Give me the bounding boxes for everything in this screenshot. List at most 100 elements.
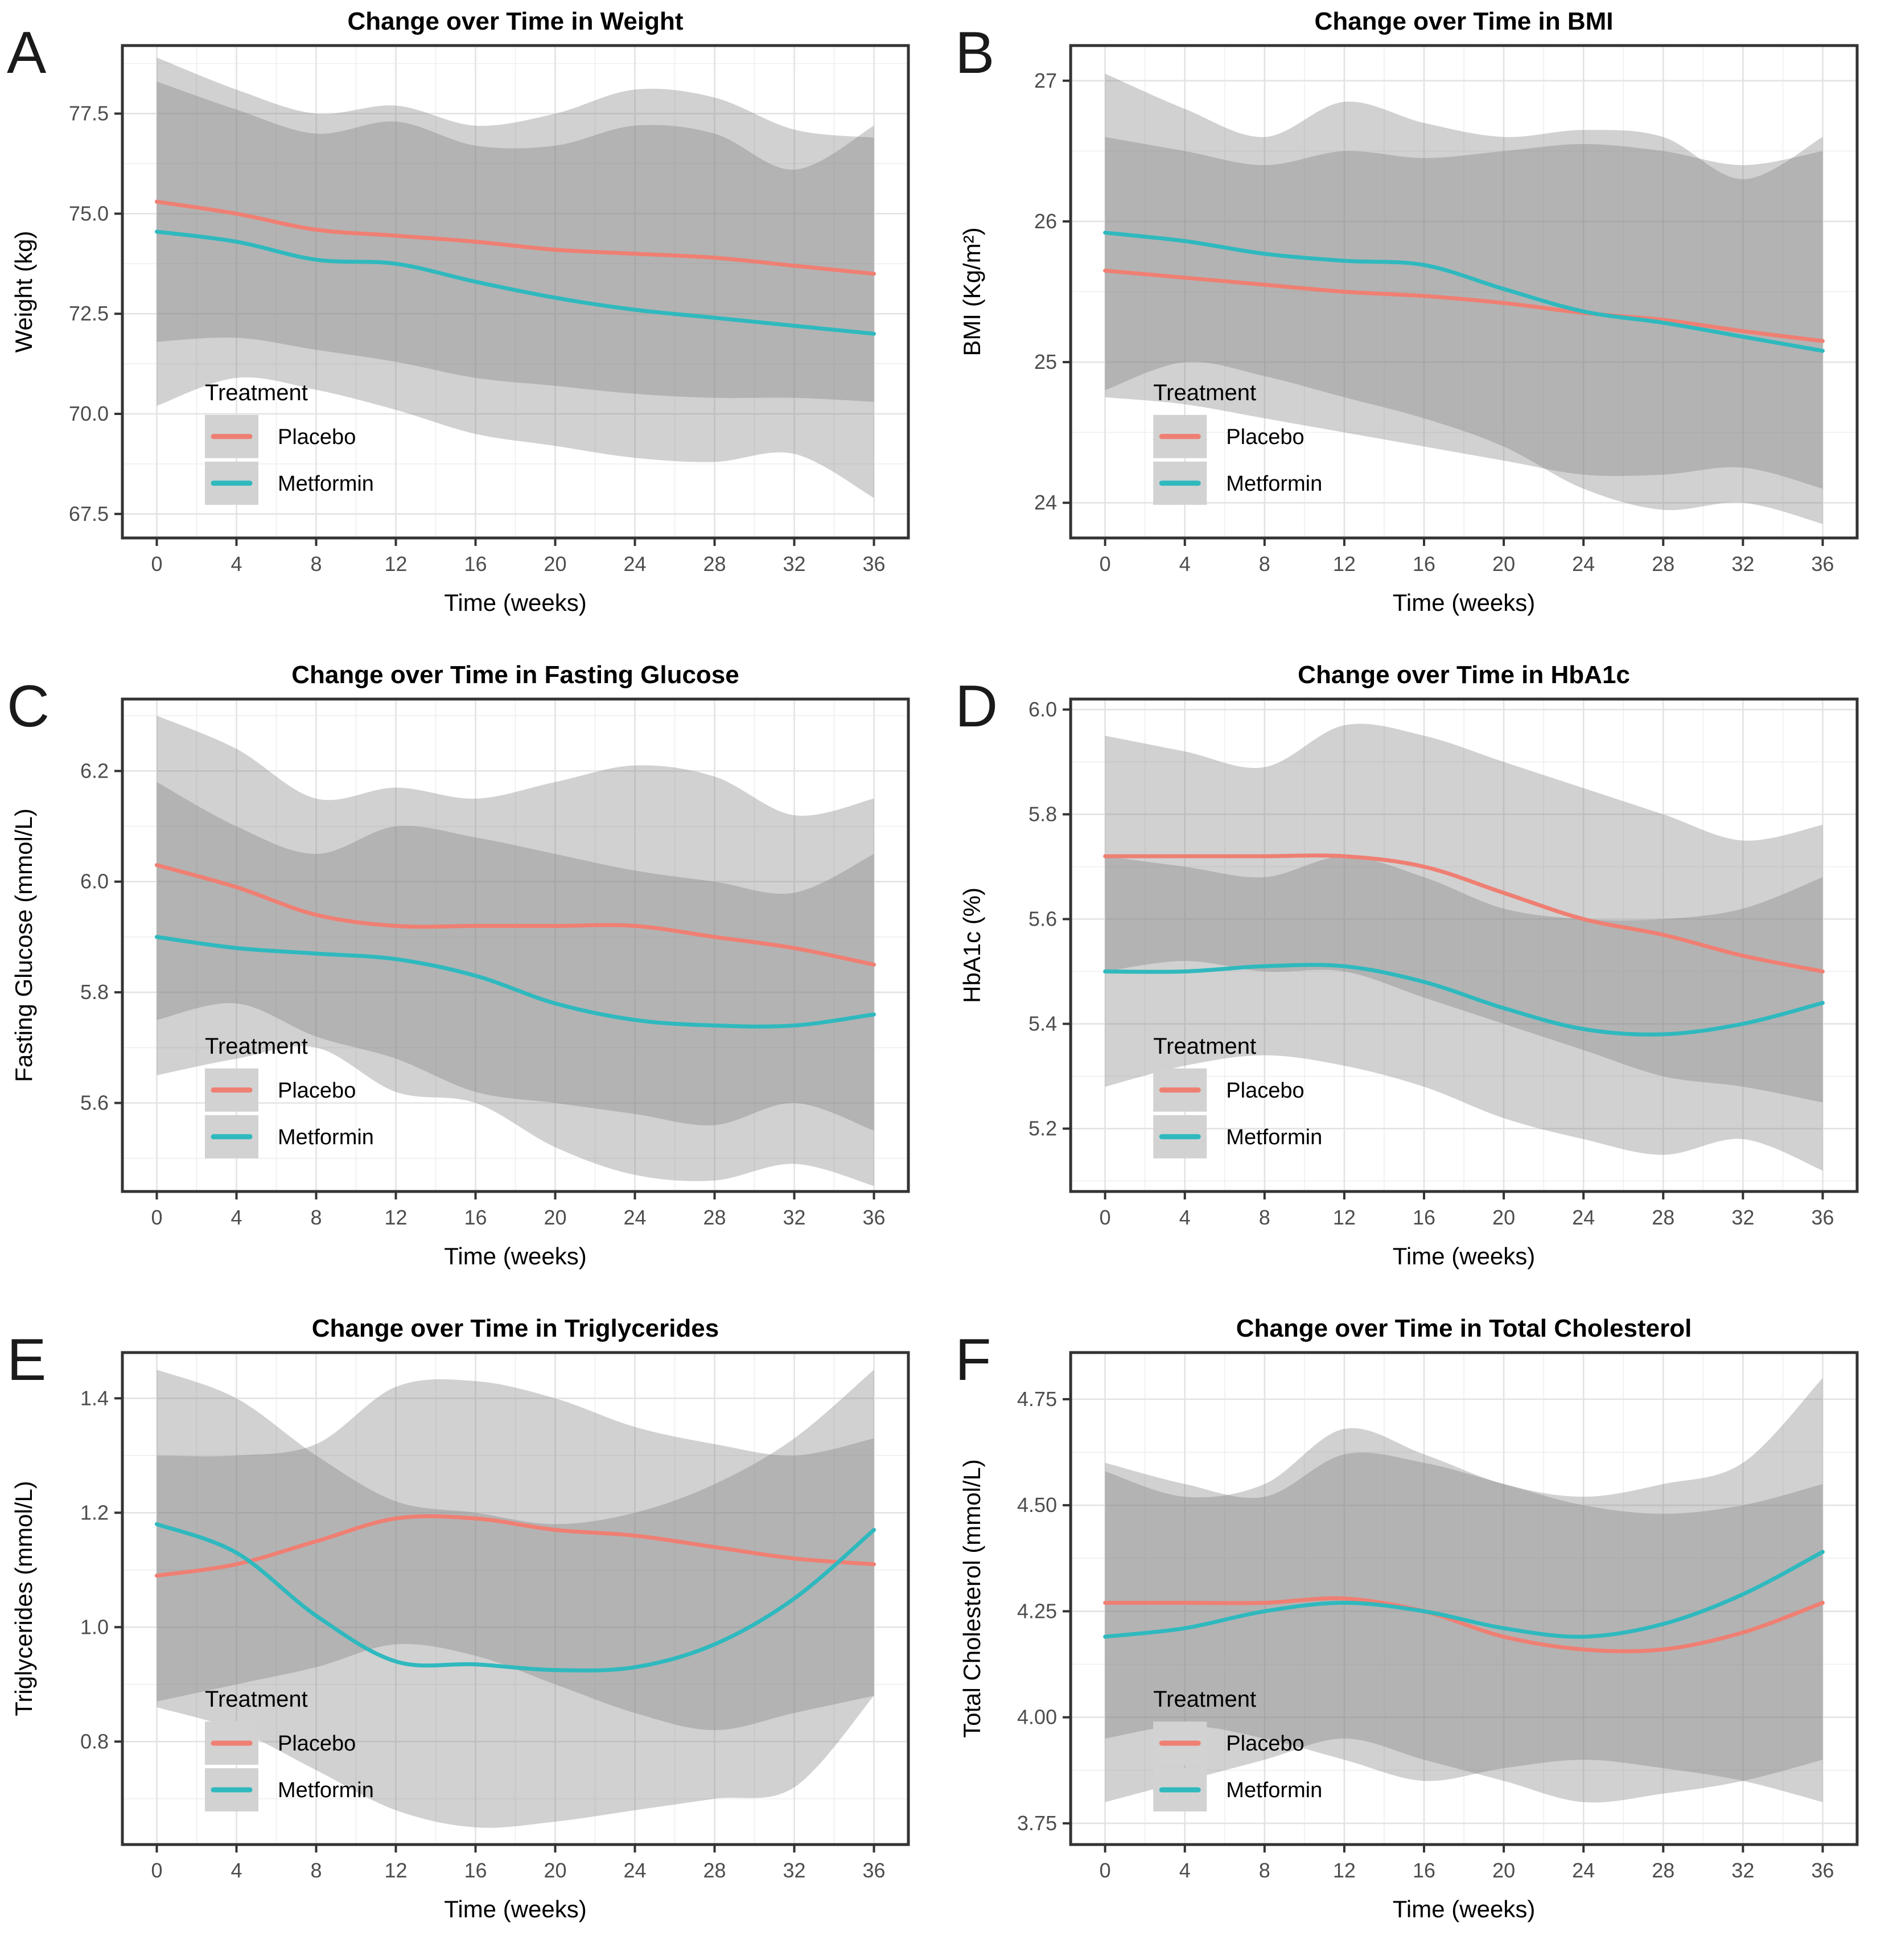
panel-border xyxy=(1069,1351,1859,1846)
trend-line-metformin xyxy=(1103,231,1825,353)
chart-weight: 0 4 8 12 16 20 24 28 32 36 67.5 70.0 72.5 75.0 77.5 Cha… xyxy=(0,0,948,654)
y-tick-label: 77.5 xyxy=(69,102,109,125)
y-axis-label: Fasting Glucose (mmol/L) xyxy=(10,808,37,1082)
y-tick-label: 5.8 xyxy=(80,980,109,1004)
x-tick-label: 28 xyxy=(703,1206,726,1229)
x-tick-label: 8 xyxy=(1259,552,1270,576)
trend-line-placebo xyxy=(155,1514,876,1578)
y-tick-label: 6.0 xyxy=(1028,697,1057,721)
trend-line-metformin xyxy=(155,1522,876,1673)
panel-letter: E xyxy=(7,1327,46,1393)
panel-title: Change over Time in Weight xyxy=(347,7,683,35)
y-axis-label: Triglycerides (mmol/L) xyxy=(10,1481,37,1716)
x-tick-label: 36 xyxy=(1811,1859,1834,1882)
x-tick-label: 12 xyxy=(1333,1859,1356,1882)
axes: 0 4 8 12 16 20 24 28 32 36 5.6 5.8 6.0 6.2 xyxy=(80,759,886,1229)
x-tick-label: 24 xyxy=(623,1206,646,1229)
chart-hba1c: 0 4 8 12 16 20 24 28 32 36 5.2 5.4 5.6 5.8 6.0 Change o… xyxy=(948,654,1897,1307)
ci-ribbon-placebo xyxy=(1105,137,1823,489)
ci-ribbons xyxy=(157,716,874,1186)
legend: Treatment Placebo Metformin xyxy=(1153,380,1322,505)
chart-triglycerides: 0 4 8 12 16 20 24 28 32 36 0.8 1.0 1.2 1.4 Change over… xyxy=(0,1307,948,1960)
trend-line-metformin xyxy=(1103,1550,1825,1639)
y-tick-label: 24 xyxy=(1034,491,1057,514)
y-tick-label: 4.25 xyxy=(1017,1599,1057,1622)
legend: Treatment Placebo Metformin xyxy=(205,1687,374,1812)
x-axis-label: Time (weeks) xyxy=(444,1243,586,1269)
x-axis-label: Time (weeks) xyxy=(1393,1896,1536,1922)
gridlines xyxy=(122,46,908,538)
x-tick-label: 4 xyxy=(1179,1206,1191,1229)
panel-border xyxy=(1069,44,1859,540)
x-tick-label: 28 xyxy=(1652,552,1674,576)
y-tick-label: 5.8 xyxy=(1028,802,1057,825)
x-tick-label: 28 xyxy=(703,552,726,576)
y-tick-label: 4.75 xyxy=(1017,1387,1057,1411)
legend-label-metformin: Metformin xyxy=(278,472,374,496)
legend-label-placebo: Placebo xyxy=(1226,425,1304,449)
x-tick-label: 32 xyxy=(1731,1859,1754,1882)
y-tick-label: 5.6 xyxy=(1028,907,1057,930)
x-axis-label: Time (weeks) xyxy=(1393,1243,1536,1269)
panel-title: Change over Time in Fasting Glucose xyxy=(291,661,739,689)
x-tick-label: 0 xyxy=(151,1206,162,1229)
x-tick-label: 0 xyxy=(1100,1206,1111,1229)
legend-title: Treatment xyxy=(205,1687,308,1712)
y-tick-label: 1.2 xyxy=(80,1501,109,1524)
x-tick-label: 12 xyxy=(384,1859,407,1882)
y-axis-label: Weight (kg) xyxy=(10,231,37,353)
y-tick-label: 27 xyxy=(1034,69,1057,92)
ci-ribbon-placebo xyxy=(1105,1452,1823,1802)
x-tick-label: 4 xyxy=(231,1859,242,1882)
trend-lines xyxy=(1103,231,1825,353)
y-tick-label: 67.5 xyxy=(69,502,109,525)
legend: Treatment Placebo Metformin xyxy=(1153,1687,1322,1812)
x-tick-label: 36 xyxy=(862,552,885,576)
trend-lines xyxy=(155,1514,876,1673)
ci-ribbons xyxy=(1105,724,1823,1171)
y-tick-label: 3.75 xyxy=(1017,1811,1057,1835)
trend-lines xyxy=(155,199,876,336)
x-tick-label: 24 xyxy=(1572,1859,1595,1882)
trend-lines xyxy=(1103,1550,1825,1654)
x-tick-label: 20 xyxy=(544,552,566,576)
legend-label-metformin: Metformin xyxy=(1226,472,1322,496)
legend-title: Treatment xyxy=(1153,1034,1256,1059)
y-tick-label: 4.50 xyxy=(1017,1493,1057,1517)
trend-line-placebo xyxy=(1103,1596,1825,1654)
legend-label-placebo: Placebo xyxy=(1226,1732,1304,1756)
x-tick-label: 36 xyxy=(1811,552,1834,576)
x-tick-label: 32 xyxy=(783,1859,805,1882)
x-tick-label: 16 xyxy=(1413,1859,1435,1882)
x-tick-label: 4 xyxy=(231,552,242,576)
y-tick-label: 26 xyxy=(1034,209,1057,233)
y-tick-label: 1.4 xyxy=(80,1386,109,1410)
panel-border xyxy=(121,44,910,540)
x-tick-label: 12 xyxy=(384,552,407,576)
x-tick-label: 16 xyxy=(464,552,487,576)
x-tick-label: 16 xyxy=(464,1206,487,1229)
legend-title: Treatment xyxy=(205,380,308,405)
panel-weight: 0 4 8 12 16 20 24 28 32 36 67.5 70.0 72.5 75.0 77.5 Cha… xyxy=(0,0,948,654)
panel-bmi: 0 4 8 12 16 20 24 28 32 36 24 25 26 27 Change over Tim… xyxy=(948,0,1897,654)
trend-lines xyxy=(1103,853,1825,1037)
axes: 0 4 8 12 16 20 24 28 32 36 0.8 1.0 1.2 1.4 xyxy=(80,1386,886,1882)
x-tick-label: 32 xyxy=(1731,1206,1754,1229)
x-tick-label: 4 xyxy=(231,1206,242,1229)
x-tick-label: 36 xyxy=(863,1859,886,1882)
y-axis-label: HbA1c (%) xyxy=(958,887,985,1003)
x-tick-label: 16 xyxy=(464,1859,487,1882)
panel-border xyxy=(121,697,910,1193)
x-tick-label: 0 xyxy=(1100,1859,1111,1882)
x-tick-label: 20 xyxy=(544,1859,566,1882)
x-tick-label: 16 xyxy=(1413,1206,1435,1229)
trend-lines xyxy=(155,863,876,1029)
chart-bmi: 0 4 8 12 16 20 24 28 32 36 24 25 26 27 Change over Tim… xyxy=(948,0,1897,654)
x-tick-label: 24 xyxy=(1572,552,1595,576)
y-tick-label: 5.6 xyxy=(80,1091,109,1114)
x-tick-label: 32 xyxy=(783,552,805,576)
x-tick-label: 20 xyxy=(1492,1206,1515,1229)
panel-background xyxy=(0,654,948,1307)
panel-title: Change over Time in Total Cholesterol xyxy=(1236,1314,1692,1342)
ci-ribbon-placebo xyxy=(157,716,874,1131)
